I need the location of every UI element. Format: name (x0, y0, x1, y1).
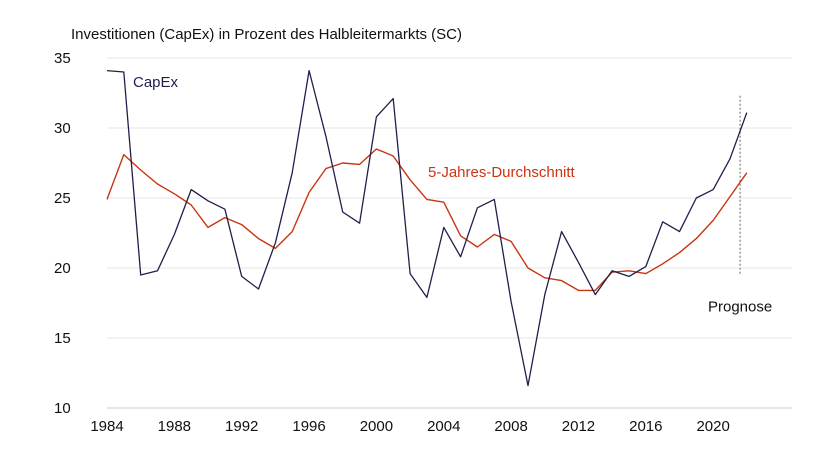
x-axis-ticks: 1984 1988 1992 1996 2000 2004 2008 2012 2016 2020 (90, 418, 730, 435)
y-tick-label: 15 (54, 330, 71, 347)
series-lines (106, 69, 748, 387)
y-tick-label: 25 (54, 190, 71, 207)
capex-series-label: CapEx (133, 74, 179, 91)
forecast-label: Prognose (708, 298, 772, 315)
x-tick-label: 1988 (158, 418, 191, 435)
series-labels: CapEx 5-Jahres-Durchschnitt (133, 74, 576, 181)
y-axis-ticks: 10 15 20 25 30 35 (54, 50, 71, 417)
five-year-average-series-line (106, 148, 748, 292)
x-tick-label: 2004 (427, 418, 460, 435)
x-tick-label: 2020 (696, 418, 729, 435)
x-tick-label: 1992 (225, 418, 258, 435)
y-tick-label: 20 (54, 260, 71, 277)
x-tick-label: 2016 (629, 418, 662, 435)
y-tick-label: 30 (54, 120, 71, 137)
chart-title: Investitionen (CapEx) in Prozent des Hal… (71, 26, 462, 43)
x-tick-label: 1996 (292, 418, 325, 435)
x-tick-label: 2012 (562, 418, 595, 435)
x-tick-label: 2008 (494, 418, 527, 435)
forecast-marker: Prognose (708, 95, 772, 315)
five-year-average-series-label: 5-Jahres-Durchschnitt (428, 164, 576, 181)
x-tick-label: 2000 (360, 418, 393, 435)
capex-series-line (106, 69, 748, 387)
y-tick-label: 10 (54, 400, 71, 417)
y-tick-label: 35 (54, 50, 71, 67)
x-tick-label: 1984 (90, 418, 123, 435)
gridlines (107, 57, 792, 409)
